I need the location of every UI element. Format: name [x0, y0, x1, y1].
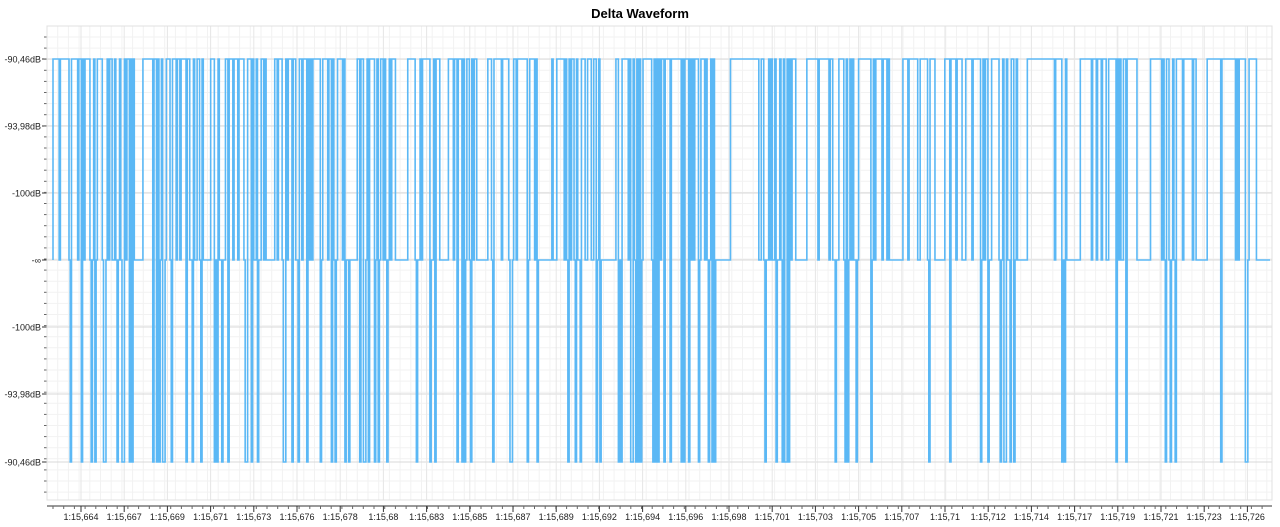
x-tick-label: 1:15,726	[1230, 512, 1265, 522]
x-tick-label: 1:15,683	[409, 512, 444, 522]
y-tick-label: -90,46dB	[4, 55, 41, 65]
y-tick-label: -93,98dB	[4, 390, 41, 400]
x-tick-label: 1:15,694	[625, 512, 660, 522]
x-tick-label: 1:15,676	[279, 512, 314, 522]
x-tick-label: 1:15,701	[755, 512, 790, 522]
x-tick-label: 1:15,667	[107, 512, 142, 522]
y-tick-label: -93,98dB	[4, 122, 41, 132]
waveform-layer	[52, 58, 1270, 463]
x-tick-label: 1:15,692	[582, 512, 617, 522]
x-tick-label: 1:15,714	[1014, 512, 1049, 522]
x-tick-label: 1:15,71	[930, 512, 960, 522]
y-tick-label: -100dB	[12, 323, 41, 333]
x-tick-label: 1:15,721	[1143, 512, 1178, 522]
y-tick-label: -90,46dB	[4, 458, 41, 468]
x-tick-label: 1:15,687	[495, 512, 530, 522]
chart-title: Delta Waveform	[591, 6, 689, 21]
x-tick-label: 1:15,671	[193, 512, 228, 522]
x-tick-label: 1:15,685	[452, 512, 487, 522]
x-tick-label: 1:15,678	[323, 512, 358, 522]
x-tick-label: 1:15,669	[150, 512, 185, 522]
x-tick-label: 1:15,717	[1057, 512, 1092, 522]
x-tick-label: 1:15,664	[63, 512, 98, 522]
x-tick-label: 1:15,696	[668, 512, 703, 522]
x-axis: 1:15,664 1:15,667 1:15,669 1:15,671 1:15,673…	[47, 505, 1272, 522]
x-tick-label: 1:15,703	[798, 512, 833, 522]
x-tick-label: 1:15,719	[1100, 512, 1135, 522]
x-tick-label: 1:15,698	[711, 512, 746, 522]
x-tick-label: 1:15,68	[368, 512, 398, 522]
x-tick-label: 1:15,689	[539, 512, 574, 522]
y-axis: -90,46dB -93,98dB -100dB -∞ -100dB -93,98dB -9…	[4, 26, 48, 500]
x-tick-label: 1:15,707	[884, 512, 919, 522]
waveform-series-line	[52, 58, 1270, 463]
x-tick-label: 1:15,673	[236, 512, 271, 522]
x-tick-label: 1:15,705	[841, 512, 876, 522]
x-tick-label: 1:15,712	[971, 512, 1006, 522]
y-tick-label: -100dB	[12, 189, 41, 199]
y-tick-label: -∞	[32, 256, 41, 266]
x-tick-label: 1:15,723	[1187, 512, 1222, 522]
plot-frame	[46, 25, 1273, 501]
